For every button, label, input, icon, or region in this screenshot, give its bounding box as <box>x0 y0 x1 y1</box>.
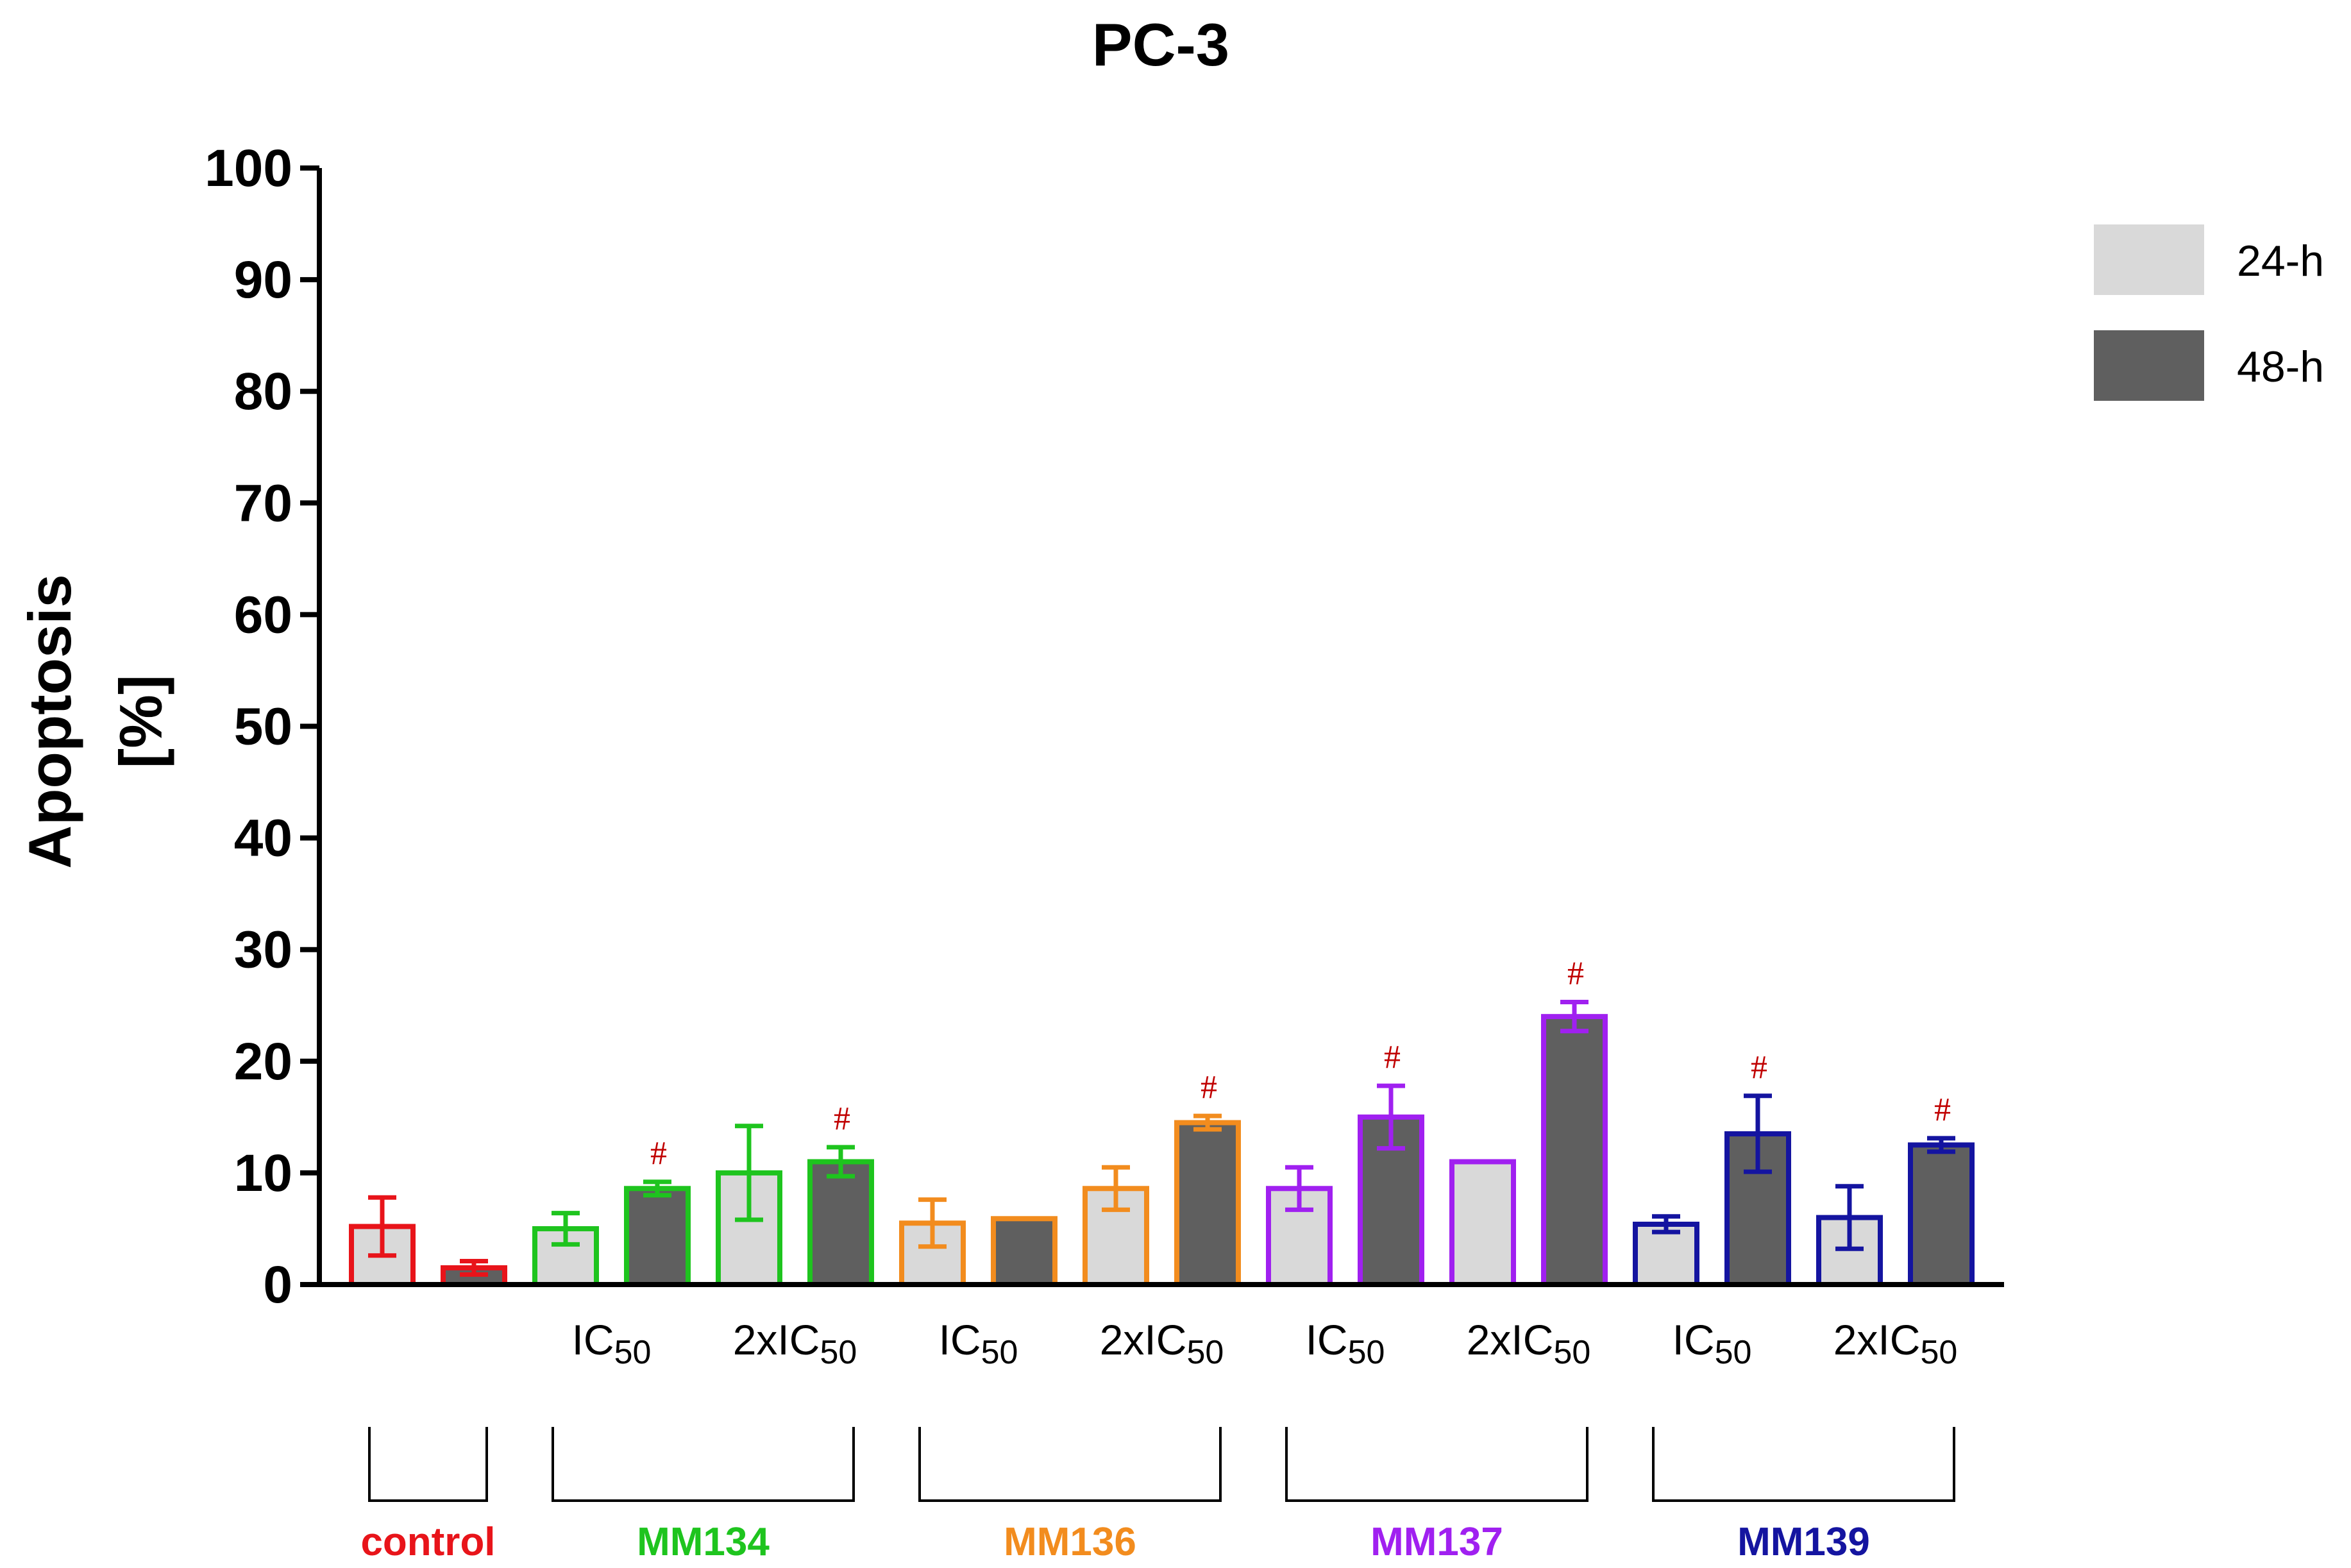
y-tick-label: 30 <box>234 921 292 979</box>
significance-marker: # <box>1201 1069 1217 1106</box>
significance-marker: # <box>1567 956 1584 992</box>
dose-label-sub: 50 <box>614 1334 652 1371</box>
dose-label-base: 2xIC <box>1833 1316 1921 1363</box>
dose-label-sub: 50 <box>1348 1334 1385 1371</box>
group-bracket <box>552 1427 855 1502</box>
dose-label-sub: 50 <box>1715 1334 1752 1371</box>
legend-label-24-h: 24-h <box>2237 237 2324 285</box>
significance-marker: # <box>650 1135 667 1172</box>
dose-label: IC50 <box>1306 1316 1385 1371</box>
dose-label: 2xIC50 <box>1100 1316 1224 1371</box>
y-tick-label: 90 <box>234 251 292 309</box>
error-bar <box>1377 1083 1405 1151</box>
dose-label-sub: 50 <box>981 1334 1018 1371</box>
bar-mm136-ic-48-h <box>991 1216 1058 1288</box>
significance-marker: # <box>1934 1092 1951 1128</box>
error-bar <box>1560 1000 1588 1034</box>
legend-swatch-24-h <box>2094 224 2204 295</box>
legend-label-48-h: 48-h <box>2237 342 2324 391</box>
dose-label-sub: 50 <box>820 1334 857 1371</box>
error-bar <box>1102 1165 1130 1212</box>
dose-label-sub: 50 <box>1186 1334 1224 1371</box>
error-bar <box>827 1145 855 1179</box>
error-bar <box>1652 1214 1680 1235</box>
dose-label-base: IC <box>572 1316 614 1363</box>
dose-label-base: IC <box>1306 1316 1348 1363</box>
dose-label-base: IC <box>939 1316 981 1363</box>
dose-label: 2xIC50 <box>1833 1316 1958 1371</box>
error-bar <box>368 1195 396 1258</box>
dose-labels: IC50 2xIC50 IC50 2xIC50 IC50 2xIC50 IC50 2xIC50 <box>572 1316 1958 1371</box>
error-bar <box>1927 1136 1955 1154</box>
dose-label-base: IC <box>1673 1316 1715 1363</box>
y-tick-label: 60 <box>234 586 292 644</box>
error-bar <box>918 1197 947 1249</box>
y-axis-label-line-2: [%] <box>107 675 174 768</box>
y-tick-label: 10 <box>234 1144 292 1202</box>
dose-label-base: 2xIC <box>1467 1316 1554 1363</box>
error-bar <box>1744 1093 1772 1174</box>
bars: # # # # # # # <box>349 956 1975 1288</box>
dose-label-sub: 50 <box>1920 1334 1957 1371</box>
bar-mm137-2xic-48-h <box>1541 1014 1608 1288</box>
group-label-mm137: MM137 <box>1370 1520 1503 1564</box>
dose-label: 2xIC50 <box>1467 1316 1591 1371</box>
group-bracket <box>1285 1427 1588 1502</box>
group-brackets: control MM134 MM136 MM137 MM139 <box>360 1427 1955 1564</box>
y-tick-label: 20 <box>234 1033 292 1091</box>
y-tick-label: 50 <box>234 698 292 756</box>
group-bracket <box>368 1427 488 1502</box>
group-label-control: control <box>360 1520 495 1564</box>
group-bracket <box>918 1427 1222 1502</box>
y-axis: 0 10 20 30 40 50 60 70 80 90 100 <box>205 139 322 1314</box>
bar-mm137-2xic-24-h <box>1449 1159 1516 1287</box>
dose-label: IC50 <box>1673 1316 1752 1371</box>
error-bar <box>1193 1113 1222 1132</box>
bar-mm136-2xic-48-h <box>1174 1120 1241 1288</box>
error-bar <box>1835 1184 1864 1251</box>
group-bracket <box>1652 1427 1955 1502</box>
significance-marker: # <box>1751 1049 1767 1086</box>
group-label-mm139: MM139 <box>1737 1520 1870 1564</box>
significance-marker: # <box>1384 1039 1401 1075</box>
significance-marker: # <box>834 1100 850 1137</box>
group-label-mm136: MM136 <box>1004 1520 1136 1564</box>
y-tick-label: 0 <box>263 1256 292 1314</box>
group-label-mm134: MM134 <box>637 1520 770 1564</box>
y-tick-label: 70 <box>234 474 292 532</box>
error-bar <box>643 1179 671 1198</box>
dose-label: IC50 <box>572 1316 652 1371</box>
y-axis-label: Apoptosis [%] <box>16 574 174 869</box>
bar-mm134-2xic-48-h <box>807 1159 874 1287</box>
legend-swatch-48-h <box>2094 330 2204 401</box>
dose-label-base: 2xIC <box>1100 1316 1187 1363</box>
y-tick-label: 100 <box>205 139 292 198</box>
error-bar <box>735 1124 763 1222</box>
error-bar <box>552 1211 580 1247</box>
y-tick-label: 80 <box>234 362 292 421</box>
dose-label: IC50 <box>939 1316 1018 1371</box>
y-tick-label: 40 <box>234 809 292 868</box>
bar-mm139-2xic-48-h <box>1908 1142 1975 1287</box>
error-bar <box>1285 1165 1313 1212</box>
chart-title: PC-3 <box>1092 11 1229 78</box>
dose-label-base: 2xIC <box>733 1316 820 1363</box>
y-axis-label-line-1: Apoptosis <box>16 574 83 869</box>
dose-label-sub: 50 <box>1553 1334 1590 1371</box>
bar-mm134-ic-48-h <box>624 1186 691 1288</box>
error-bar <box>460 1258 488 1277</box>
legend: 24-h 48-h <box>2094 224 2324 401</box>
dose-label: 2xIC50 <box>733 1316 857 1371</box>
